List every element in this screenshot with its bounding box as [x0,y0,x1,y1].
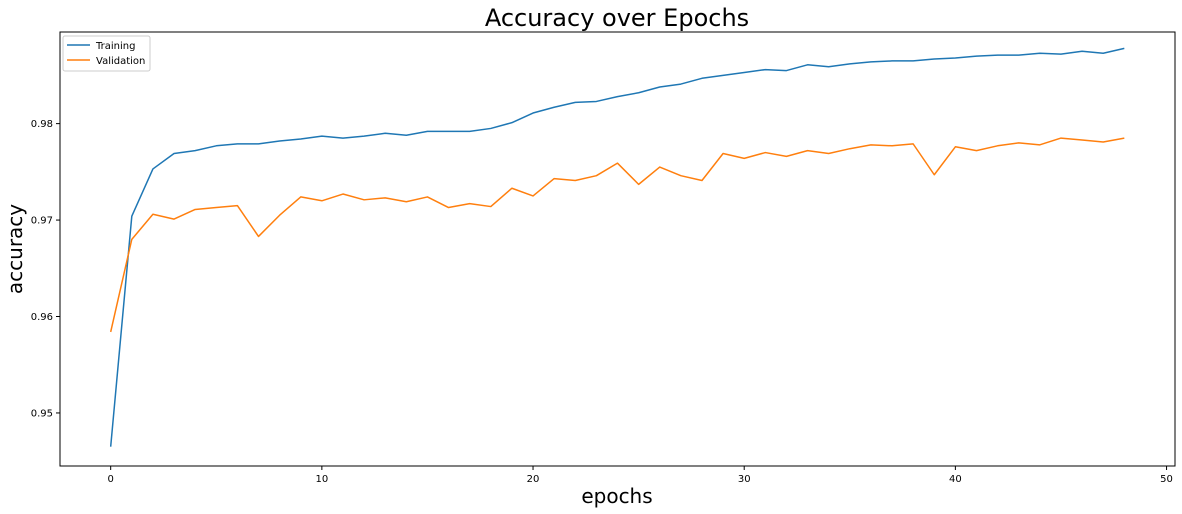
x-tick-label: 50 [1160,474,1173,485]
y-axis-ticks: 0.95 0.96 0.97 0.98 [31,119,60,419]
x-tick-label: 30 [738,474,751,485]
x-tick-label: 10 [315,474,328,485]
plot-frame [59,31,1176,467]
x-axis-ticks: 0 10 20 30 40 50 [107,466,1173,485]
chart-title: Accuracy over Epochs [485,4,749,32]
y-tick-label: 0.95 [31,408,53,419]
x-tick-label: 40 [949,474,962,485]
x-tick-label: 20 [527,474,540,485]
legend-label-validation: Validation [96,56,145,67]
x-axis-label: epochs [581,484,652,508]
series-layer [109,47,1125,447]
series-line-validation [109,137,1125,333]
legend: Training Validation [62,35,151,72]
legend-label-training: Training [95,41,135,52]
y-tick-label: 0.97 [31,216,53,227]
y-axis-label: accuracy [3,204,27,294]
y-tick-label: 0.96 [31,312,53,323]
x-tick-label: 0 [107,474,113,485]
y-tick-label: 0.98 [31,119,53,130]
plot-area [59,31,1176,467]
series-line-training [109,47,1125,447]
